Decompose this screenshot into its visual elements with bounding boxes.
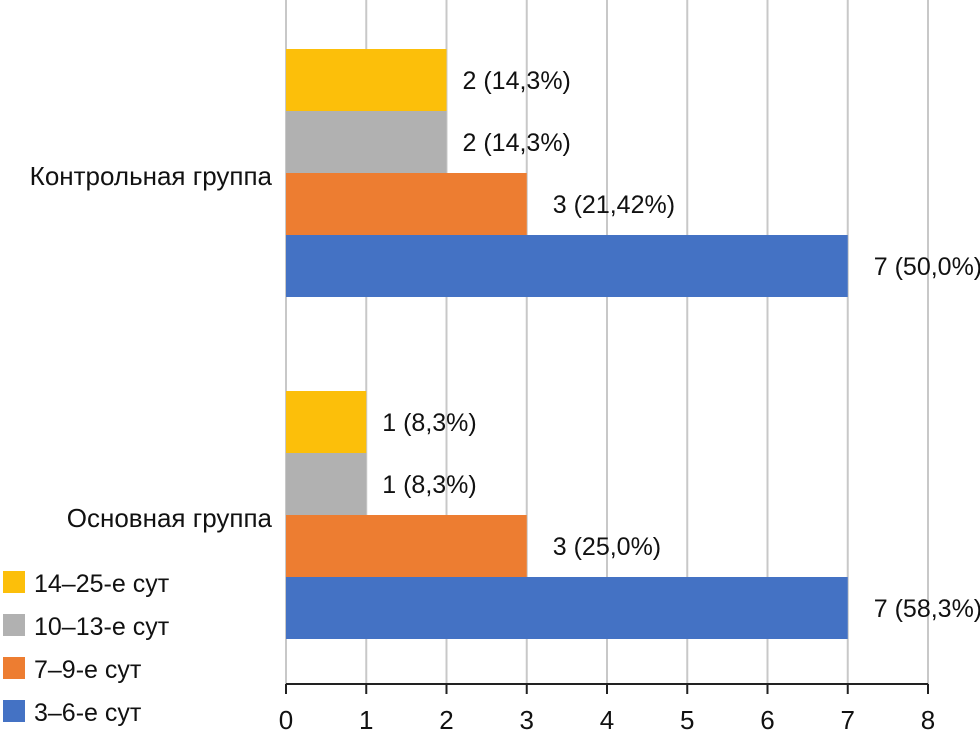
data-label: 3 (25,0%) — [553, 533, 661, 561]
bar-control-series-2 — [286, 173, 527, 235]
legend-label: 3–6-е сут — [34, 699, 142, 727]
data-labels: 2 (14,3%) 2 (14,3%) 3 (21,42%) 7 (50,0%) 1 (… — [382, 67, 980, 623]
legend-swatch-2 — [3, 657, 25, 679]
x-tick-label: 1 — [359, 705, 373, 735]
x-tick-label: 4 — [600, 705, 614, 735]
category-label: Контрольная группа — [30, 161, 273, 191]
legend-swatch-1 — [3, 614, 25, 636]
legend: 14–25-е сут 10–13-е сут 7–9-е сут 3–6-е сут — [3, 570, 170, 727]
category-label: Основная группа — [67, 503, 273, 533]
data-label: 7 (50,0%) — [874, 253, 980, 281]
bar-main-series-1 — [286, 453, 367, 515]
legend-swatch-3 — [3, 700, 25, 722]
x-tick-label: 7 — [841, 705, 855, 735]
x-axis: 0 1 2 3 4 5 6 7 8 — [279, 683, 935, 735]
category-labels: Контрольная группа Основная группа — [30, 161, 273, 533]
x-tick-label: 2 — [439, 705, 453, 735]
legend-label: 7–9-е сут — [34, 656, 142, 684]
legend-label: 10–13-е сут — [34, 613, 170, 641]
legend-label: 14–25-е сут — [34, 570, 170, 598]
x-tick-label: 0 — [279, 705, 293, 735]
data-label: 2 (14,3%) — [463, 67, 571, 95]
x-tick-label: 5 — [680, 705, 694, 735]
bar-main-series-2 — [286, 515, 527, 577]
x-tick-label: 8 — [921, 705, 935, 735]
x-tick-label: 3 — [520, 705, 534, 735]
bar-main-series-0 — [286, 391, 367, 453]
bars — [286, 49, 848, 639]
x-tick-label: 6 — [760, 705, 774, 735]
bar-control-series-1 — [286, 111, 447, 173]
data-label: 2 (14,3%) — [463, 129, 571, 157]
bar-main-series-3 — [286, 577, 848, 639]
bar-control-series-0 — [286, 49, 447, 111]
data-label: 1 (8,3%) — [382, 409, 476, 437]
data-label: 1 (8,3%) — [382, 471, 476, 499]
data-label: 3 (21,42%) — [553, 191, 675, 219]
bar-control-series-3 — [286, 235, 848, 297]
legend-swatch-0 — [3, 571, 25, 593]
data-label: 7 (58,3%) — [874, 595, 980, 623]
